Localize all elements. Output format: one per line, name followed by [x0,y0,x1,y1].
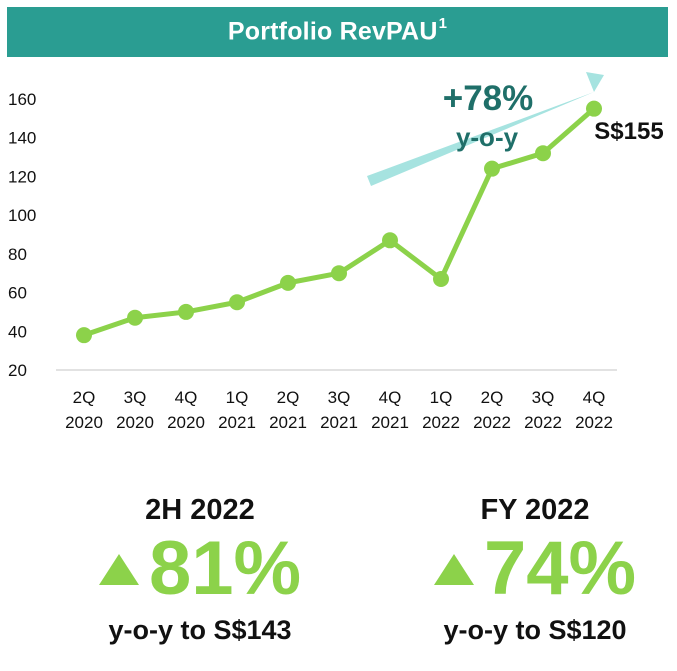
stat-period: FY 2022 [480,494,590,526]
up-triangle-icon [433,553,474,585]
data-point [535,145,551,162]
data-point [280,274,296,291]
x-tick-year: 2021 [320,413,358,432]
stat-fy-2022: FY 2022 74% y-o-y to S$120 [390,494,677,646]
x-tick-quarter: 3Q [124,388,147,407]
x-tick-quarter: 2Q [481,388,504,407]
data-point [331,265,347,282]
revpau-line-chart: 20 40 60 80 100 120 140 160 2Q 2020 3Q 2020 4Q 2020 1… [8,72,664,432]
stat-footer: y-o-y to S$143 [108,615,292,645]
annotation-percent: +78% [443,79,534,118]
data-point [382,232,398,249]
y-tick-label: 100 [8,206,36,225]
growth-arrow [367,72,604,186]
x-tick-year: 2020 [116,413,154,432]
data-point [433,271,449,288]
x-tick-quarter: 2Q [277,388,300,407]
data-point [229,294,245,311]
chart-title: Portfolio RevPAU1 [227,15,448,46]
y-tick-label: 60 [8,284,27,303]
data-point [127,309,143,326]
data-point [178,303,194,320]
yoy-annotation: +78% y-o-y [367,72,604,186]
x-tick-quarter: 4Q [583,388,606,407]
y-tick-label: 80 [8,245,27,264]
y-tick-label: 20 [8,361,27,380]
x-tick-year: 2020 [167,413,205,432]
x-tick-year: 2022 [575,413,613,432]
up-triangle-icon [98,553,139,585]
title-footnote-marker: 1 [438,15,448,33]
annotation-yoy: y-o-y [456,122,519,152]
end-label: S$155 [594,118,663,145]
x-tick-quarter: 3Q [328,388,351,407]
stat-2h-2022: 2H 2022 81% y-o-y to S$143 [55,494,345,646]
x-tick-year: 2022 [524,413,562,432]
x-tick-quarter: 2Q [73,388,96,407]
x-tick-year: 2021 [371,413,409,432]
x-tick-year: 2020 [65,413,103,432]
x-tick-quarter: 1Q [226,388,249,407]
x-axis: 2Q 2020 3Q 2020 4Q 2020 1Q 2021 2Q 2021 3Q 2021 4Q 20… [65,388,613,432]
y-tick-label: 120 [8,167,36,186]
x-tick-year: 2022 [422,413,460,432]
stat-percent: 74% [483,526,637,611]
series-points [76,100,602,344]
x-tick-year: 2021 [269,413,307,432]
x-tick-quarter: 4Q [379,388,402,407]
data-point [484,160,500,177]
y-tick-label: 140 [8,129,36,148]
y-tick-label: 40 [8,322,27,341]
title-bar: Portfolio RevPAU1 [7,7,668,57]
x-tick-quarter: 4Q [175,388,198,407]
x-tick-quarter: 3Q [532,388,555,407]
y-tick-label: 160 [8,90,36,109]
x-tick-year: 2021 [218,413,256,432]
stat-percent: 81% [148,526,302,611]
stat-period: 2H 2022 [145,494,255,526]
data-point [586,100,602,117]
data-point [76,327,92,344]
x-tick-quarter: 1Q [430,388,453,407]
stat-footer: y-o-y to S$120 [443,615,627,645]
y-axis: 20 40 60 80 100 120 140 160 [8,90,36,380]
x-tick-year: 2022 [473,413,511,432]
